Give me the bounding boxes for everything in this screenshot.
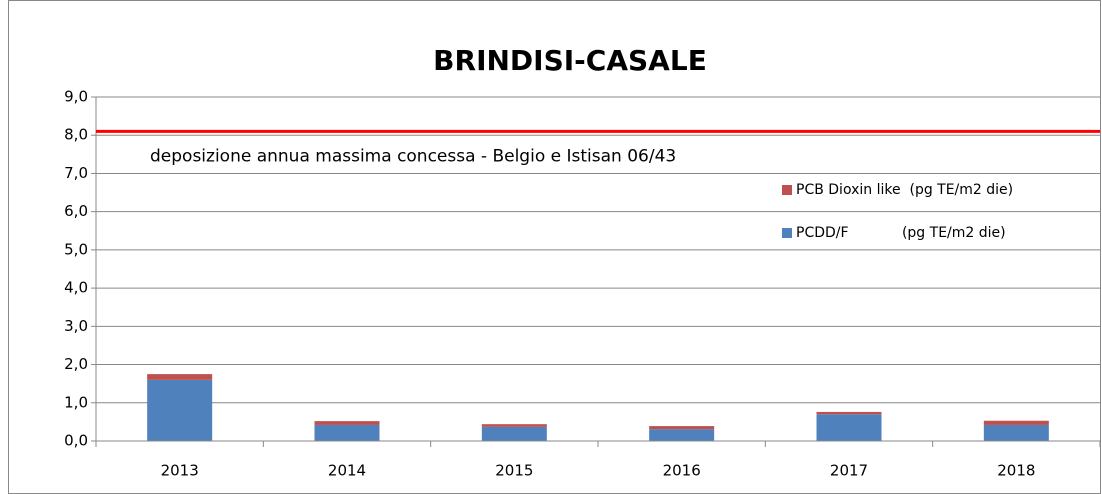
y-tick-label: 2,0: [64, 355, 88, 373]
x-tick-label: 2018: [997, 462, 1035, 480]
x-tick-label: 2017: [830, 462, 868, 480]
bar-segment: [314, 421, 380, 425]
bar-segment: [649, 426, 715, 430]
x-tick-label: 2015: [495, 462, 533, 480]
y-tick-label: 1,0: [64, 393, 88, 411]
bar-segment: [481, 424, 547, 427]
bar-segment: [816, 414, 882, 441]
bar-segment: [816, 411, 882, 415]
y-tick-label: 9,0: [64, 88, 88, 106]
y-tick-label: 8,0: [64, 126, 88, 144]
legend-swatch: [782, 228, 792, 238]
y-tick-label: 3,0: [64, 317, 88, 335]
y-tick-label: 7,0: [64, 164, 88, 182]
bar-segment: [314, 424, 380, 441]
bar-segment: [649, 429, 715, 441]
x-tick-label: 2013: [161, 462, 199, 480]
bar-segment: [147, 374, 213, 380]
y-tick-label: 4,0: [64, 279, 88, 297]
bar-segment: [481, 426, 547, 441]
legend-swatch: [782, 185, 792, 195]
y-tick-label: 5,0: [64, 240, 88, 258]
threshold-label: deposizione annua massima concessa - Bel…: [150, 146, 676, 166]
y-tick-label: 0,0: [64, 432, 88, 450]
x-tick-label: 2014: [328, 462, 366, 480]
chart-title: BRINDISI-CASALE: [433, 44, 707, 77]
legend-label: PCB Dioxin like (pg TE/m2 die): [796, 182, 1013, 198]
legend-label: PCDD/F (pg TE/m2 die): [796, 225, 1006, 241]
x-tick-label: 2016: [663, 462, 701, 480]
bar-segment: [147, 379, 213, 441]
bar-segment: [983, 420, 1049, 425]
y-tick-label: 6,0: [64, 202, 88, 220]
bar-segment: [983, 424, 1049, 441]
